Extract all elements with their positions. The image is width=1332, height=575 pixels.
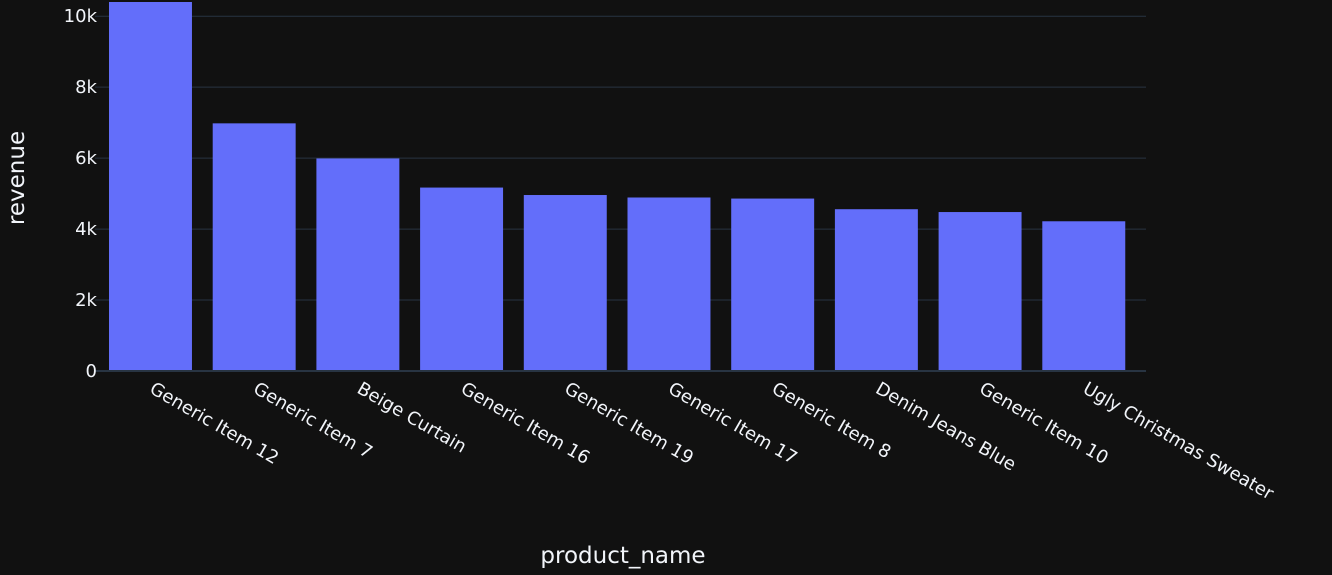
y-tick-label: 2k bbox=[75, 290, 97, 311]
bar bbox=[1042, 221, 1126, 371]
y-tick-label: 6k bbox=[75, 148, 97, 169]
bar bbox=[316, 158, 400, 371]
bar bbox=[834, 209, 918, 371]
bar bbox=[938, 212, 1022, 371]
bar bbox=[420, 187, 504, 371]
y-tick-label: 4k bbox=[75, 219, 97, 240]
y-tick-label: 8k bbox=[75, 77, 97, 98]
y-axis-title: revenue bbox=[4, 131, 30, 225]
bar bbox=[109, 2, 192, 371]
x-axis-title: product_name bbox=[540, 543, 705, 569]
y-tick-label: 0 bbox=[86, 361, 97, 382]
y-tick-label: 10k bbox=[64, 6, 98, 27]
y-axis-ticks: 0 2k 4k 6k 8k 10k bbox=[64, 6, 98, 382]
bar bbox=[212, 123, 296, 371]
bar bbox=[731, 198, 815, 371]
bar bbox=[627, 197, 711, 371]
bars bbox=[109, 2, 1126, 371]
bar bbox=[523, 195, 607, 371]
